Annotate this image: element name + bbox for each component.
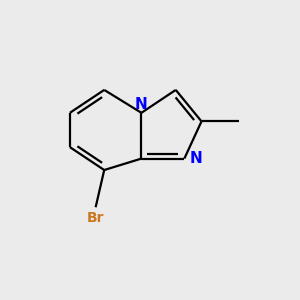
Text: N: N bbox=[135, 97, 148, 112]
Text: N: N bbox=[190, 151, 203, 166]
Text: Br: Br bbox=[87, 211, 104, 225]
